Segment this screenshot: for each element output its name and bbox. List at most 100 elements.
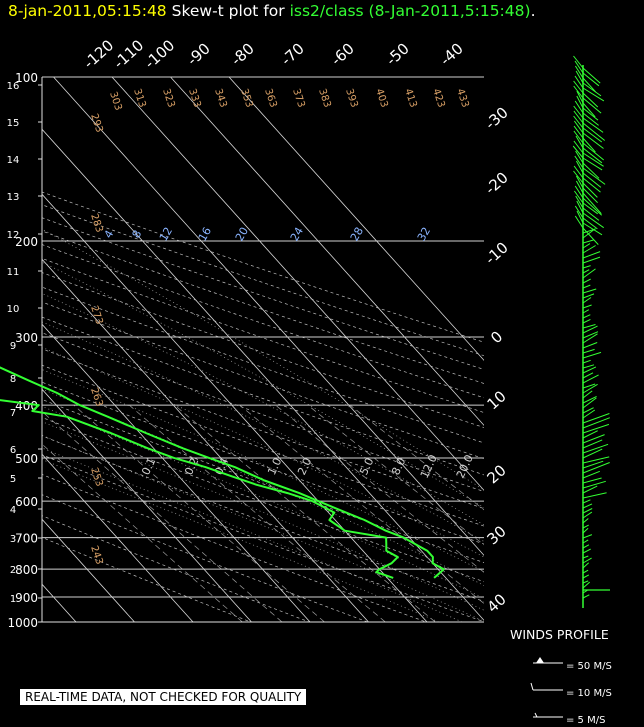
dry-adiabat-label: 403 [373,87,389,109]
isotherm-line [42,193,428,622]
mixing-ratio-label: 5.0 [357,456,376,477]
wind-barb [582,527,589,534]
isotherm-line [42,388,252,622]
moist-adiabat-line [42,346,484,558]
wind-barb [582,562,590,569]
wind-barb [582,348,595,354]
wind-barb [582,122,606,141]
height-km-label: 16 [7,81,20,92]
wind-barb [582,499,591,504]
wind-barb [582,324,596,329]
wind-barb [582,107,599,121]
title-station: iss2/class (8-Jan-2011,5:15:48) [289,2,531,20]
wind-barb [582,112,599,126]
dry-adiabat-label: 323 [160,87,176,109]
wind-barb [582,192,602,215]
wind-legend-half-feather [534,712,538,718]
wind-barb [582,297,592,304]
moist-adiabat-label: 24 [288,225,306,244]
mixing-ratio-label: 1.0 [265,456,284,477]
wind-barb-feather [575,195,584,209]
height-km-label: 10 [7,304,20,315]
dry-adiabat-label: 383 [316,87,332,109]
wind-barb [582,413,610,424]
dry-adiabat-label: 313 [131,87,147,109]
wind-barb [582,374,599,384]
wind-barb [582,268,596,279]
moist-adiabat-line [42,459,439,622]
wind-barb [582,417,610,429]
wind-barb [582,569,589,574]
wind-barb [582,383,598,394]
wind-barb [582,534,593,539]
moist-adiabat-line [42,447,463,622]
isotherm-top-label: -70 [278,39,308,69]
wind-barb [582,314,591,319]
wind-barb [582,342,598,349]
wind-barb-feather [573,120,584,134]
wind-barb-feather [575,70,584,84]
height-km-label: 7 [10,408,16,419]
mixing-ratio-line [239,404,484,604]
wind-barb [582,187,598,204]
wind-barb [582,423,610,434]
moist-adiabat-label: 8 [130,228,145,241]
moist-adiabat-line [42,435,484,622]
wind-barb [582,456,610,464]
wind-barb [582,278,591,284]
dry-adiabat-line [42,381,484,545]
wind-barb [582,594,590,599]
wind-barb [582,137,596,153]
isotherm-right-label: 0 [487,327,506,347]
wind-barb [582,197,603,216]
wind-barb [582,492,607,499]
wind-barb [582,293,595,299]
dry-adiabat-label: 243 [88,544,104,566]
wind-barb [582,574,590,579]
dewpoint-profile-line [0,399,399,579]
isotherm-top-label: -110 [110,36,147,72]
isotherm-line [170,77,484,426]
wind-barb [582,503,593,509]
height-km-label: 8 [10,374,16,385]
wind-barb-feather [573,170,584,184]
wind-barb [582,372,594,379]
wind-barb-feather [573,115,584,129]
wind-barb-feather [574,185,584,199]
wind-barb [582,518,589,524]
wind-barb [582,243,591,249]
wind-barb [582,581,591,589]
wind-barb [582,557,592,564]
moist-adiabat-label: 32 [415,225,433,244]
dry-adiabat-line [42,316,484,476]
chart-title: 8-jan-2011,05:15:48 Skew-t plot for iss2… [8,2,536,20]
wind-barb [582,67,601,84]
mixing-ratio-line [73,404,325,622]
wind-barb-feather [574,75,584,89]
wind-barb [582,239,594,244]
dry-adiabat-label: 293 [88,112,104,134]
mixing-ratio-line [275,404,484,573]
dry-adiabat-line [42,301,484,460]
wind-legend-50: = 50 M/S [566,661,612,672]
height-km-label: 11 [7,267,20,278]
height-km-label: 3 [10,534,16,545]
wind-barb-feather [573,80,584,94]
height-km-label: 5 [10,474,16,485]
wind-barb [582,511,593,519]
wind-barb [582,318,591,324]
wind-legend-pennant [536,657,544,663]
dry-adiabat-label: 253 [88,466,104,488]
pressure-tick-label: 100 [15,71,38,85]
wind-barb [582,251,601,259]
wind-barb [582,443,609,454]
wind-barb [582,182,598,198]
moist-adiabat-label: 4 [102,228,117,241]
wind-barb [582,477,602,484]
profile-layer [0,366,445,579]
wind-barb [582,366,597,374]
moist-adiabat-label: 12 [157,225,175,244]
isotherm-line [42,453,194,622]
title-suffix: . [530,2,536,20]
wind-profile [530,55,610,718]
